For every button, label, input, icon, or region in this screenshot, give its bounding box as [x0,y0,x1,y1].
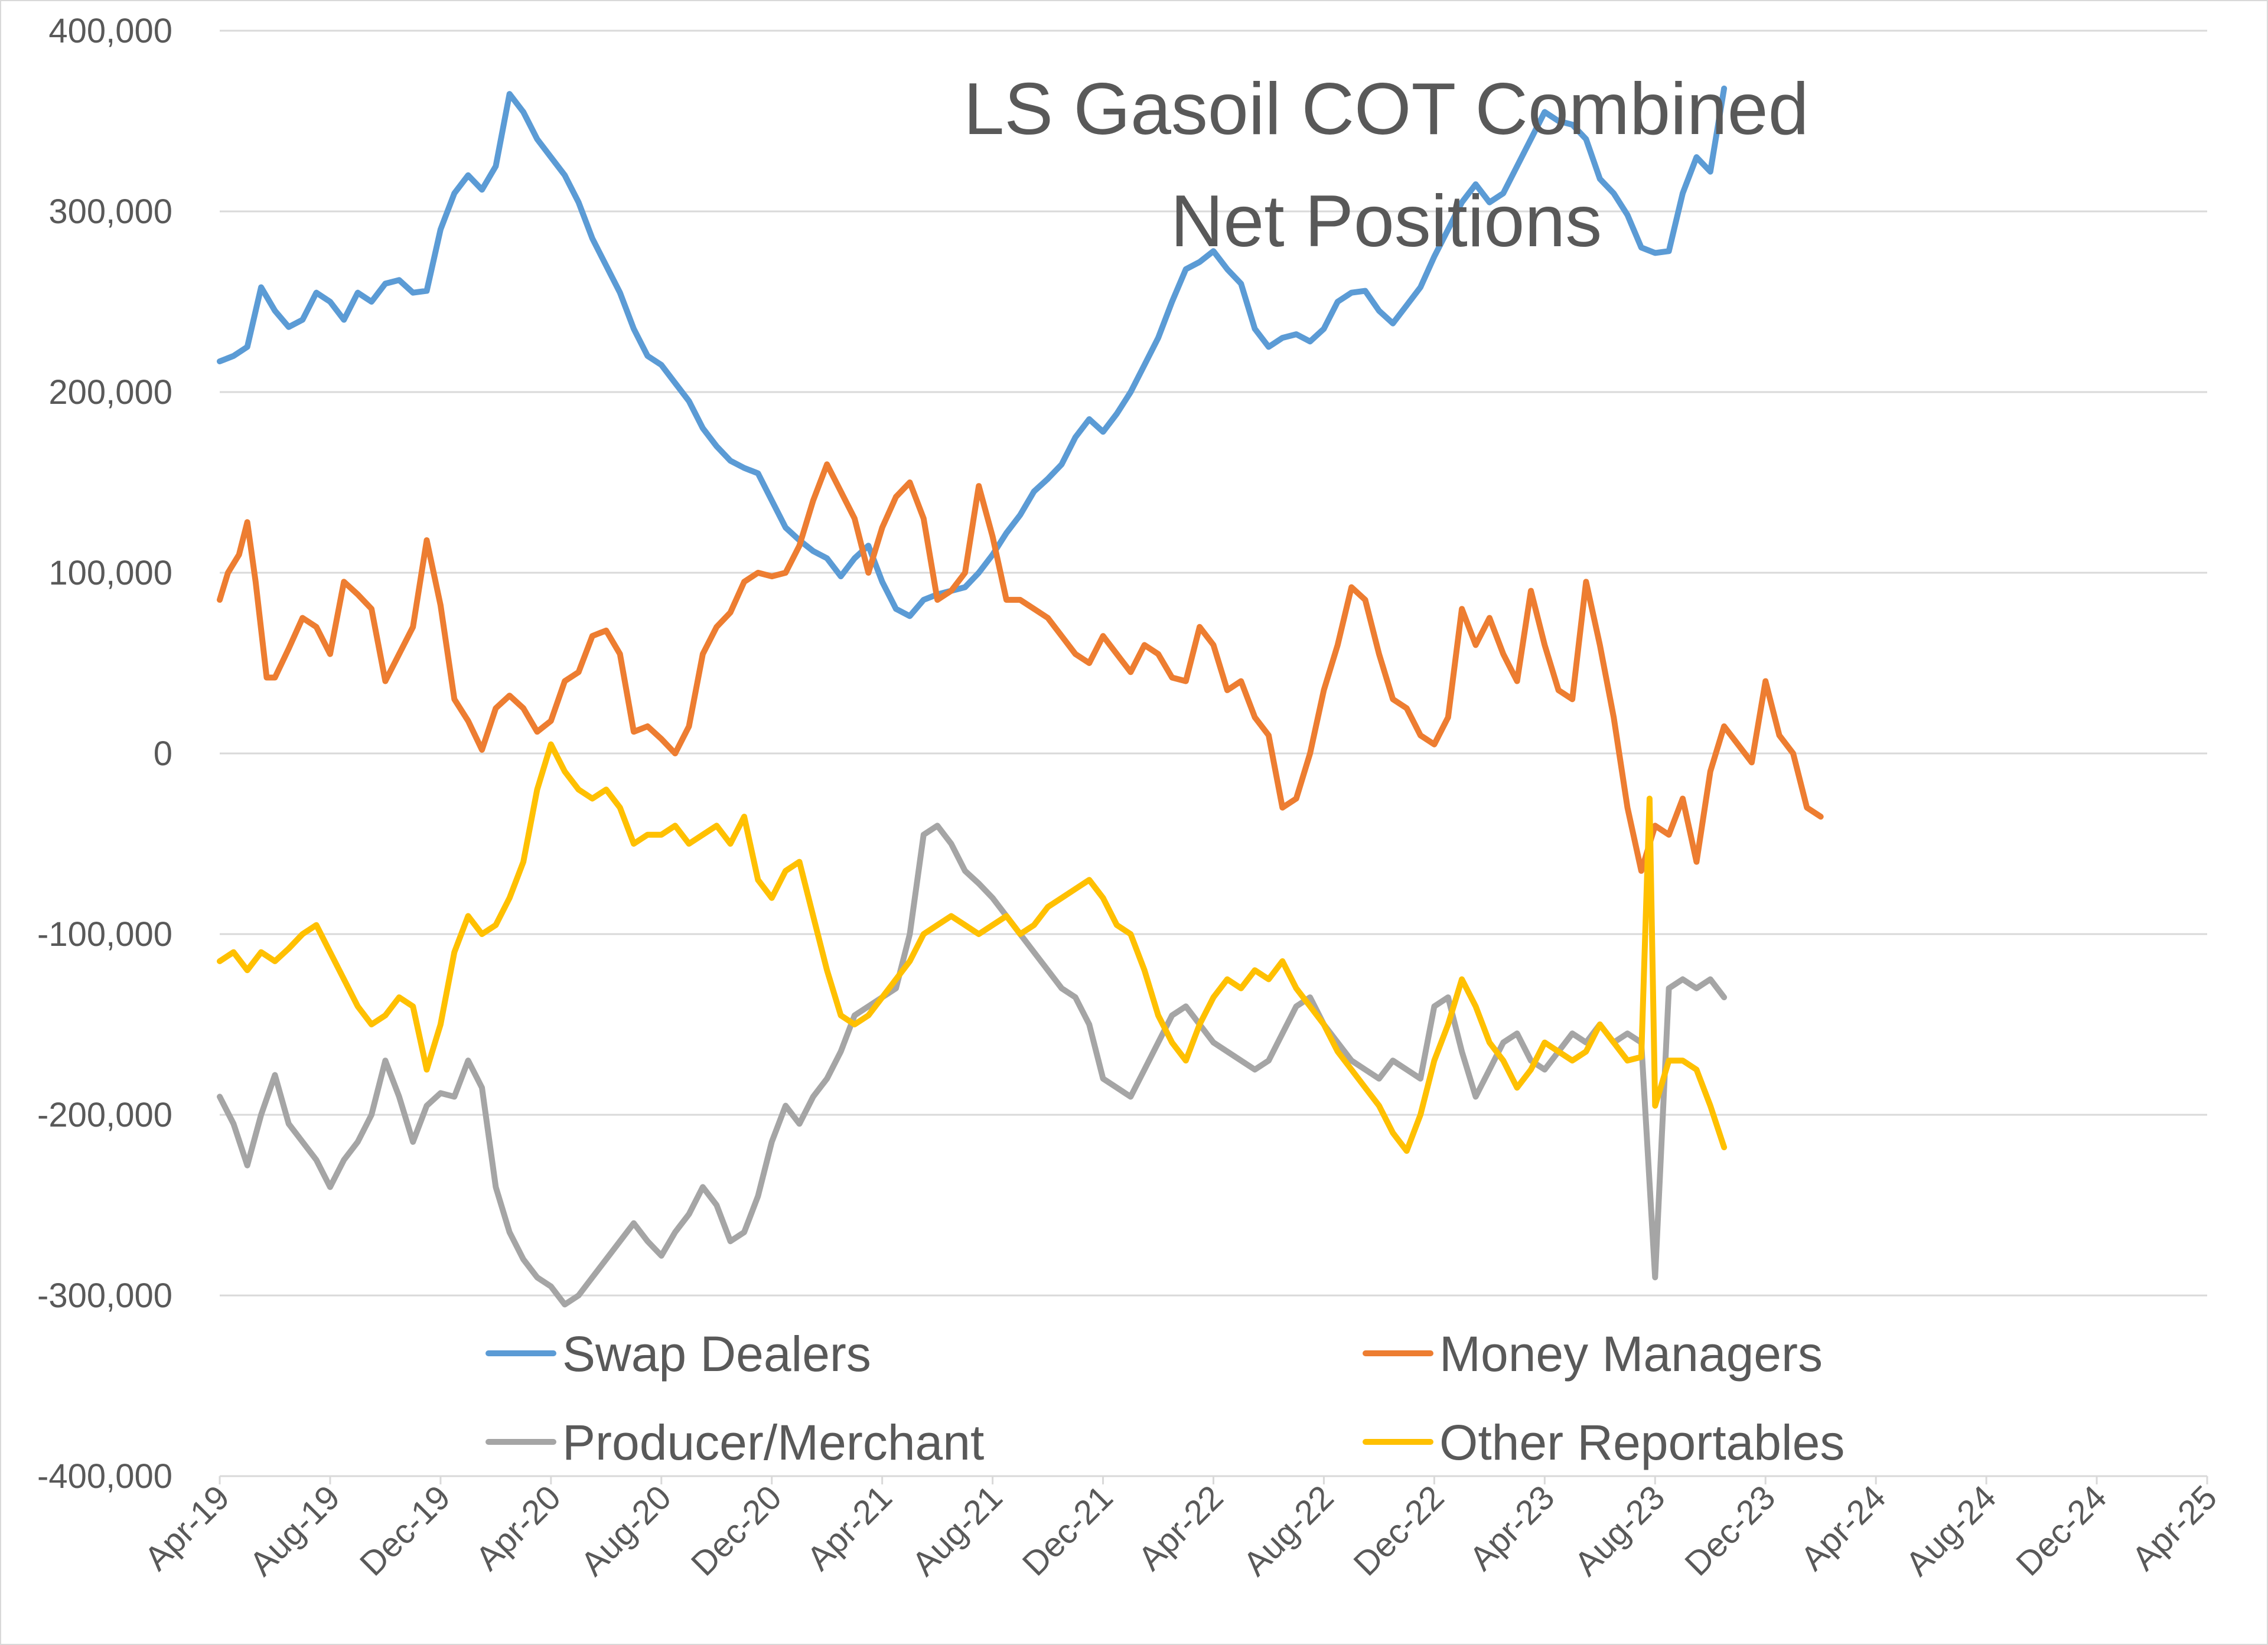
x-tick-label: Dec-19 [353,1478,458,1583]
x-tick-label: Aug-24 [1898,1478,2003,1583]
y-tick-label: 200,000 [48,373,172,412]
chart-title: LS Gasoil COT Combined [963,68,1808,150]
x-tick-label: Dec-24 [2009,1478,2114,1583]
series-line-other-reportables [217,741,1728,1154]
x-axis: Apr-19 Aug-19 Dec-19 Apr-20 Aug-20 Dec-20 Apr-… [137,1475,2224,1583]
x-tick-label: Apr-22 [1131,1478,1231,1578]
y-tick-label: -300,000 [37,1277,172,1315]
legend-label: Producer/Merchant [562,1415,984,1470]
x-tick-label: Apr-23 [1462,1478,1562,1578]
series-line-swap-dealers [217,85,1728,619]
y-tick-label: -100,000 [37,915,172,954]
legend-label: Other Reportables [1439,1415,1845,1470]
x-tick-label: Aug-20 [573,1478,679,1583]
y-tick-label: -200,000 [37,1096,172,1134]
chart-subtitle: Net Positions [1171,181,1602,262]
x-tick-label: Aug-19 [242,1478,347,1583]
y-axis-tick-labels: 400,000 300,000 200,000 100,000 0 -100,000 -20… [37,12,172,1496]
x-tick-label: Dec-21 [1015,1478,1120,1583]
y-tick-label: 100,000 [48,554,172,592]
series-line-money-managers [217,461,1824,874]
x-tick-label: Aug-23 [1567,1478,1672,1583]
x-tick-label: Apr-20 [468,1478,568,1578]
x-tick-label: Aug-22 [1236,1478,1341,1583]
y-tick-label: -400,000 [37,1457,172,1496]
x-tick-label: Dec-20 [684,1478,789,1583]
x-tick-label: Dec-23 [1677,1478,1783,1583]
y-tick-label: 0 [154,735,172,773]
series-lines [217,85,1824,1308]
x-tick-label: Aug-21 [905,1478,1010,1583]
x-tick-label: Apr-24 [1793,1478,1893,1578]
y-tick-label: 300,000 [48,192,172,231]
legend-label: Swap Dealers [562,1326,871,1382]
x-tick-label: Apr-25 [2124,1478,2224,1578]
x-tick-label: Apr-21 [800,1478,900,1578]
series-line-producer-merchant [217,822,1728,1308]
y-tick-label: 400,000 [48,12,172,50]
x-tick-label: Dec-22 [1346,1478,1451,1583]
legend: Swap Dealers Money Managers Producer/Merch… [485,1326,1845,1470]
legend-label: Money Managers [1439,1326,1823,1382]
